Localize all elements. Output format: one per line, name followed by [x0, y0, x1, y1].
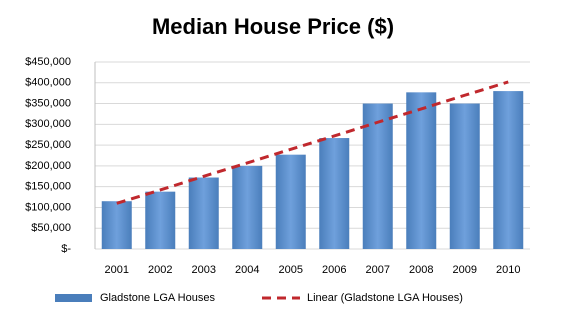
bar: [406, 92, 437, 249]
bar: [232, 165, 263, 249]
bar: [449, 103, 480, 249]
legend-swatch: [55, 294, 92, 302]
x-tick-label: 2008: [409, 264, 433, 276]
bar: [275, 154, 306, 249]
y-tick-label: $400,000: [25, 77, 71, 89]
x-tick-label: 2004: [235, 264, 259, 276]
y-tick-label: $300,000: [25, 118, 71, 130]
bar: [493, 91, 524, 249]
legend-label: Linear (Gladstone LGA Houses): [307, 292, 463, 304]
x-tick-label: 2005: [279, 264, 303, 276]
y-tick-label: $-: [61, 243, 71, 255]
y-tick-label: $200,000: [25, 160, 71, 172]
trend-line: [116, 80, 509, 205]
y-tick-label: $350,000: [25, 97, 71, 109]
y-tick-label: $250,000: [25, 139, 71, 151]
x-tick-label: 2001: [105, 264, 129, 276]
x-tick-label: 2010: [496, 264, 520, 276]
x-tick-label: 2006: [322, 264, 346, 276]
y-tick-label: $450,000: [25, 56, 71, 68]
x-tick-label: 2009: [453, 264, 477, 276]
y-tick-label: $100,000: [25, 201, 71, 213]
bar: [188, 177, 219, 249]
bar: [101, 201, 132, 249]
x-tick-label: 2002: [148, 264, 172, 276]
bar: [319, 138, 350, 249]
legend-label: Gladstone LGA Houses: [100, 292, 215, 304]
x-tick-label: 2007: [366, 264, 390, 276]
bar: [362, 103, 393, 249]
y-tick-label: $50,000: [31, 222, 71, 234]
x-tick-label: 2003: [192, 264, 216, 276]
bar: [145, 191, 176, 249]
chart-title: Median House Price ($): [152, 14, 394, 39]
y-tick-label: $150,000: [25, 181, 71, 193]
